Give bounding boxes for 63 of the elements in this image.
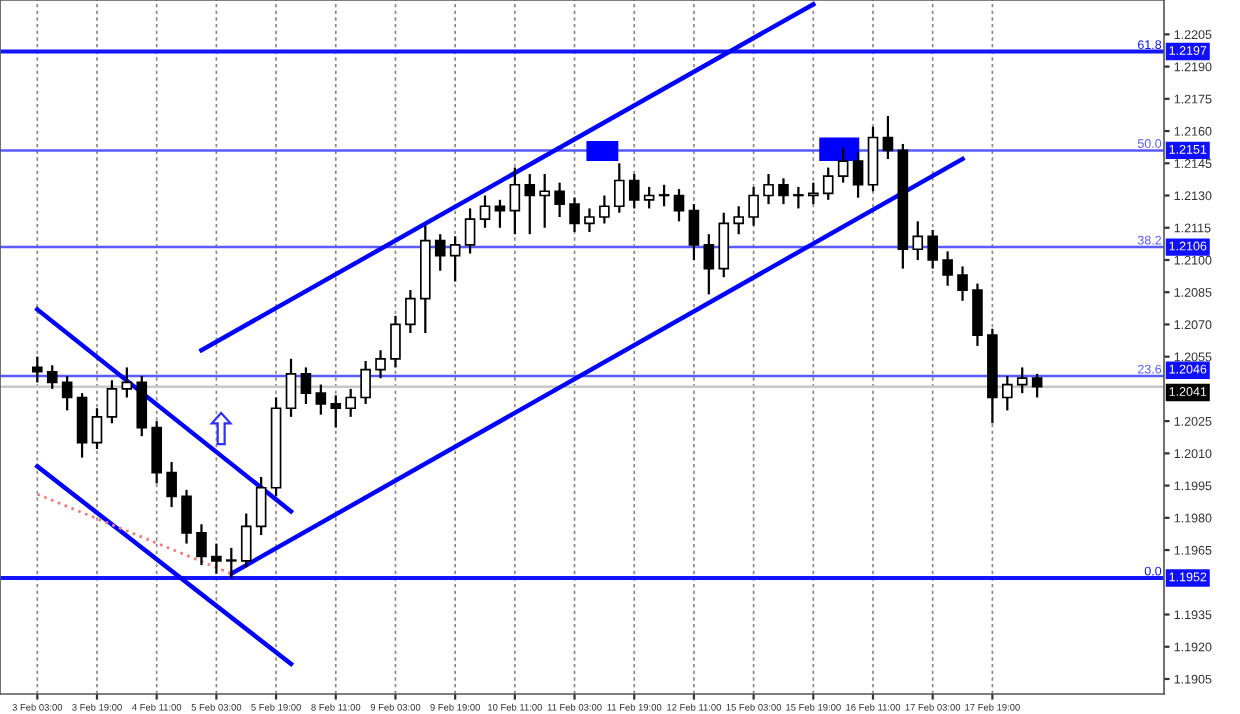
candlestick <box>539 172 551 229</box>
candlestick <box>300 366 312 406</box>
candlestick <box>151 420 163 485</box>
candlestick <box>479 194 491 229</box>
candlestick <box>360 359 371 406</box>
candlestick <box>763 172 774 206</box>
candlestick <box>509 166 521 236</box>
candlestick <box>315 383 327 416</box>
candlestick <box>211 542 222 575</box>
candlestick <box>688 203 700 262</box>
candlestick <box>464 207 476 255</box>
candlestick <box>61 374 73 412</box>
candlestick <box>942 250 953 287</box>
candlestick <box>91 407 103 451</box>
candlestick <box>927 228 939 270</box>
candlestick <box>285 357 297 418</box>
candlestick <box>912 220 924 262</box>
candlestick <box>1031 372 1043 399</box>
candlestick <box>390 314 401 369</box>
candlestick <box>46 364 58 391</box>
candlestick <box>957 265 968 302</box>
candlestick <box>673 187 685 223</box>
candlestick <box>822 166 834 201</box>
candlestick <box>882 114 894 161</box>
candlestick <box>136 374 148 438</box>
candlestick <box>613 162 625 214</box>
candlestick <box>121 366 133 399</box>
candlestick <box>643 185 655 210</box>
candlestick <box>494 198 506 229</box>
candlestick <box>225 546 237 580</box>
candlestick <box>434 233 446 272</box>
candlestick <box>852 151 864 199</box>
candlestick <box>658 183 670 208</box>
candlestick <box>1001 374 1013 412</box>
candlestick <box>569 196 580 234</box>
candlestick <box>718 211 730 279</box>
candlestick <box>778 177 789 206</box>
candlestick <box>703 233 715 296</box>
candlestick <box>793 185 804 210</box>
candlestick <box>375 349 386 380</box>
candlestick <box>733 205 745 236</box>
candlestick <box>748 185 759 227</box>
candlestick <box>106 379 118 425</box>
candlestick <box>554 181 565 219</box>
candlestick <box>405 288 416 335</box>
candlestick <box>628 172 640 210</box>
candlestick <box>972 282 983 348</box>
candlestick <box>240 512 252 569</box>
candlestick <box>524 172 536 236</box>
candlestick <box>330 394 342 429</box>
candlestick <box>867 125 879 193</box>
candlestick <box>345 387 357 418</box>
candlestick <box>449 235 461 283</box>
candlestick <box>76 392 88 459</box>
candlestick <box>31 355 43 384</box>
candlestick <box>837 147 849 184</box>
candlestick <box>1016 366 1028 395</box>
candlestick <box>584 207 595 234</box>
candlestick <box>196 523 207 567</box>
candlestick <box>599 194 610 225</box>
candlestick <box>166 460 177 509</box>
candlestick <box>255 475 267 537</box>
candlestick <box>181 488 192 545</box>
